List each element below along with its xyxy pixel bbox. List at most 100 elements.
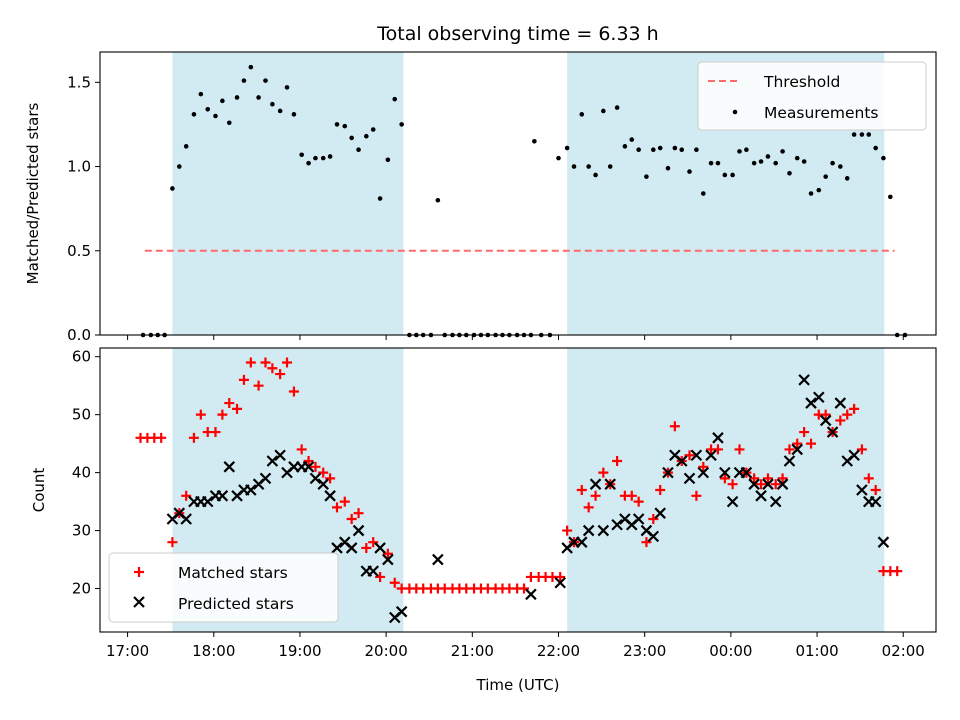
measurement-point (866, 132, 872, 137)
measurement-point (191, 112, 197, 117)
matched-star-point (353, 508, 364, 519)
matched-star-point (368, 537, 379, 548)
measurement-point (708, 160, 714, 166)
x-tick-label: 00:00 (709, 642, 752, 660)
matched-star-point (598, 467, 609, 478)
y-tick-label: 20 (72, 580, 91, 598)
legend-threshold-label: Threshold (763, 73, 840, 91)
matched-star-point (332, 502, 343, 513)
y-tick-label: 30 (72, 522, 91, 540)
measurement-point (737, 149, 742, 154)
predicted-star-point (597, 524, 610, 537)
top-x-ticks (127, 335, 904, 340)
predicted-star-point (201, 495, 214, 508)
matched-star-point (361, 542, 372, 553)
matched-star-point (325, 473, 336, 484)
matched-star-point (238, 374, 249, 385)
measurement-point (651, 147, 656, 153)
matched-star-point (712, 444, 723, 455)
matched-star-point (224, 398, 235, 409)
y-tick-label: 1.0 (67, 158, 91, 176)
matched-star-point (770, 479, 781, 490)
matched-star-point (756, 479, 767, 490)
bottom-y-axis: 20 30 40 50 60 (72, 348, 100, 598)
predicted-star-point (324, 490, 336, 502)
y-tick-label: 40 (72, 464, 91, 482)
matched-star-point (669, 421, 680, 432)
predicted-star-point (762, 478, 774, 490)
matched-star-point (799, 427, 810, 438)
measurement-point (601, 108, 606, 114)
matched-star-point (727, 479, 738, 490)
measurement-point (399, 122, 404, 127)
matched-star-point (260, 357, 271, 368)
y-tick-label: 0.0 (67, 326, 91, 344)
matched-star-point (555, 571, 566, 582)
matched-star-point (232, 403, 243, 414)
matched-star-point (245, 357, 256, 368)
x-tick-label: 18:00 (192, 642, 235, 660)
matched-star-point (296, 444, 307, 455)
x-tick-label: 23:00 (623, 642, 666, 660)
measurement-point (715, 160, 721, 166)
bottom-series (135, 357, 903, 624)
predicted-star-point (395, 605, 408, 618)
measurement-point (291, 112, 297, 117)
measurement-point (636, 147, 641, 153)
measurement-point (270, 101, 275, 107)
predicted-star-point (769, 495, 782, 508)
matched-star-point (820, 409, 831, 420)
matched-star-point (389, 577, 400, 588)
matched-star-point (777, 473, 788, 484)
matched-star-point (648, 513, 659, 524)
measurement-point (320, 155, 326, 161)
matched-star-point (842, 409, 853, 420)
legend-predicted-label: Predicted stars (178, 595, 294, 613)
matched-star-point (590, 490, 601, 501)
measurement-point (687, 169, 692, 174)
measurement-point (765, 154, 771, 159)
predicted-star-point (819, 414, 832, 427)
measurement-point (356, 147, 361, 153)
matched-star-point (641, 537, 652, 548)
matched-star-point (382, 548, 393, 559)
measurement-point (823, 174, 828, 179)
predicted-star-point (654, 507, 666, 519)
top-series (140, 64, 908, 338)
matched-star-point (318, 467, 329, 478)
matched-star-point (156, 432, 167, 443)
predicted-star-point (740, 466, 753, 479)
bottom-x-axis-label: Time (UTC) (476, 676, 560, 694)
measurement-point (629, 137, 635, 142)
measurement-point (248, 64, 254, 70)
measurement-point (586, 164, 591, 169)
measurement-point (198, 91, 204, 97)
measurement-point (607, 164, 613, 169)
legend-predicted-swatch (133, 596, 145, 608)
measurement-point (593, 172, 598, 178)
predicted-star-point (216, 490, 229, 502)
predicted-star-point (805, 397, 817, 409)
measurement-point (700, 191, 706, 196)
matched-star-point (749, 473, 760, 484)
matched-star-point (583, 502, 594, 513)
predicted-star-point (869, 495, 882, 508)
matched-star-point (626, 490, 637, 501)
measurement-point (614, 105, 620, 110)
matched-star-point (835, 415, 846, 426)
measurement-point (873, 145, 878, 151)
measurement-point (313, 155, 318, 161)
measurement-point (306, 160, 311, 166)
matched-star-point (784, 444, 795, 455)
legend-measurements-label: Measurements (764, 104, 879, 122)
measurement-point (342, 123, 348, 129)
predicted-star-point (834, 397, 847, 409)
matched-star-point (275, 369, 286, 380)
matched-star-point (217, 409, 228, 420)
measurement-point (256, 95, 261, 100)
top-panel: 0.0 0.5 1.0 1.5 Matched/Predicted stars Thr… (24, 51, 937, 344)
matched-star-point (684, 450, 695, 461)
predicted-star-point (783, 455, 796, 467)
predicted-star-point (382, 553, 394, 566)
y-tick-label: 50 (72, 406, 91, 424)
